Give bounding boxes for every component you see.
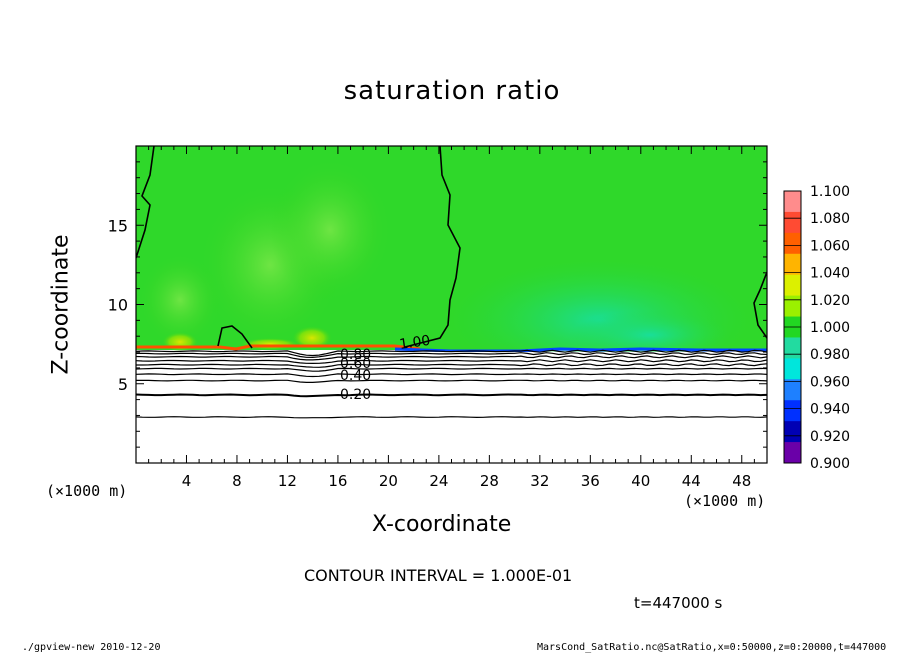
- x-tick-label: 16: [328, 472, 347, 490]
- field-light-patch: [140, 255, 220, 345]
- field-yellow-patch: [162, 332, 198, 352]
- contour-line: [136, 373, 767, 378]
- colorbar-swatch: [784, 400, 801, 422]
- contour-label: 0.60: [340, 356, 371, 372]
- x-tick-label: 40: [631, 472, 650, 490]
- colorbar-label: 1.000: [810, 320, 850, 336]
- colorbar-swatch: [784, 358, 801, 380]
- contour-interval-label: CONTOUR INTERVAL = 1.000E-01: [304, 566, 573, 585]
- colorbar-swatch: [784, 442, 801, 464]
- x-axis: 4 8 12 16 20 24 28 32 36 40 44 48: [135, 146, 768, 490]
- y-tick-label: 15: [108, 216, 128, 235]
- contour-line: [136, 355, 767, 361]
- footer-left: ./gpview-new 2010-12-20: [22, 642, 161, 653]
- contour-line: [136, 359, 767, 365]
- contour-line-1.00: [217, 325, 253, 349]
- colorbar-label: 1.060: [810, 238, 850, 254]
- y-tick-label: 5: [118, 375, 128, 394]
- colorbar-label: 0.980: [810, 347, 850, 363]
- field-white: [136, 352, 767, 463]
- colorbar-swatch: [784, 379, 801, 401]
- x-axis-label: X-coordinate: [372, 512, 512, 537]
- contour-line: [136, 367, 767, 372]
- colorbar-label: 0.960: [810, 374, 850, 390]
- colorbar-label: 1.100: [810, 184, 850, 200]
- x-tick-label: 20: [379, 472, 398, 490]
- colorbar-label: 1.040: [810, 266, 850, 282]
- chart-title: saturation ratio: [343, 76, 561, 106]
- x-tick-label: 32: [530, 472, 549, 490]
- contour-line-1.00: [404, 146, 461, 348]
- footer-right: MarsCond_SatRatio.nc@SatRatio,x=0:50000,…: [537, 642, 887, 653]
- contour-line: [136, 416, 767, 419]
- lower-contours: [136, 349, 767, 419]
- colorbar-swatch: [784, 274, 801, 297]
- contour-label: 0.80: [340, 347, 371, 363]
- colorbar-label: 0.900: [810, 456, 850, 472]
- field-light-patch: [270, 160, 390, 300]
- interface-red: [136, 344, 421, 351]
- y-tick-label: 10: [108, 296, 128, 315]
- colorbar: 1.100 1.080 1.060 1.040 1.020 1.000 0.980 0.960…: [783, 184, 850, 472]
- x-tick-label: 8: [232, 472, 242, 490]
- colorbar-label: 0.920: [810, 429, 850, 445]
- field-area: [136, 146, 767, 463]
- x-unit-label-right: (×1000 m): [684, 492, 766, 510]
- contour-line-1.00: [136, 146, 155, 259]
- colorbar-swatch: [784, 211, 801, 234]
- contour-line-1.00: [753, 271, 767, 339]
- x-tick-label: 24: [429, 472, 448, 490]
- colorbar-swatch: [784, 253, 801, 276]
- colorbar-swatch: [784, 232, 801, 255]
- colorbar-swatch: [784, 421, 801, 443]
- contour-line: [136, 349, 767, 357]
- x-tick-label: 48: [732, 472, 751, 490]
- colorbar-swatch: [784, 191, 801, 213]
- contour-label: 1.00: [398, 333, 431, 353]
- field-cyan-patch: [570, 310, 730, 360]
- colorbar-label: 0.940: [810, 402, 850, 418]
- x-tick-label: 36: [581, 472, 600, 490]
- x-tick-label: 28: [480, 472, 499, 490]
- x-tick-label: 12: [278, 472, 297, 490]
- colorbar-label: 1.020: [810, 293, 850, 309]
- contour-line: [136, 363, 767, 368]
- colorbar-swatch: [784, 337, 801, 359]
- field-yellow-patch: [292, 326, 332, 350]
- contour-labels: 1.00 0.80 0.60 0.40 0.20: [340, 333, 431, 403]
- contour-label: 0.20: [340, 387, 371, 403]
- contour-line: [136, 352, 767, 359]
- time-label: t=447000 s: [634, 594, 723, 612]
- y-axis: 5 10 15: [108, 145, 767, 464]
- contour-label: 0.40: [340, 368, 371, 384]
- colorbar-swatch: [784, 295, 801, 318]
- contour-line: [136, 379, 767, 383]
- y-axis-label: Z-coordinate: [48, 234, 74, 375]
- colorbar-label: 1.080: [810, 211, 850, 227]
- x-tick-label: 44: [682, 472, 701, 490]
- x-tick-label: 4: [182, 472, 192, 490]
- contour-line: [136, 393, 767, 398]
- x-unit-label-left: (×1000 m): [46, 482, 128, 500]
